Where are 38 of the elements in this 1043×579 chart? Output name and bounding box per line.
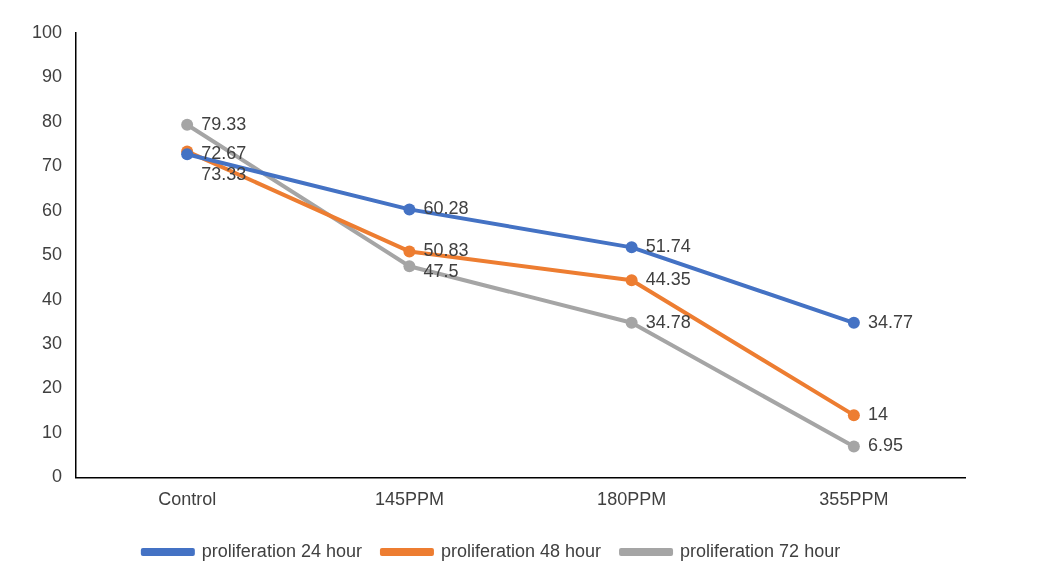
x-tick-label: 355PPM (819, 489, 889, 510)
data-label: 72.67 (201, 143, 247, 164)
point (625, 274, 638, 287)
y-tick-label: 60 (42, 199, 63, 220)
y-tick-label: 20 (42, 377, 63, 398)
y-tick-label: 10 (42, 421, 63, 442)
data-label: 79.33 (201, 113, 247, 134)
data-label: 34.77 (867, 311, 913, 332)
point (403, 203, 416, 216)
x-tick-label: 180PPM (597, 489, 667, 510)
point (847, 440, 860, 453)
point (403, 245, 416, 258)
point (403, 260, 416, 273)
y-tick-label: 50 (42, 244, 63, 265)
data-label: 60.28 (423, 198, 469, 219)
point (625, 316, 638, 329)
y-tick-label: 90 (42, 66, 63, 87)
data-label: 6.95 (867, 435, 903, 456)
y-tick-label: 70 (42, 155, 63, 176)
legend-label: proliferation 24 hour (201, 540, 362, 561)
x-tick-label: Control (158, 489, 217, 510)
data-label: 14 (867, 404, 888, 425)
data-label: 44.35 (645, 269, 691, 290)
point (847, 316, 860, 329)
legend-label: proliferation 72 hour (680, 540, 841, 561)
data-label: 51.74 (645, 236, 691, 257)
point (625, 241, 638, 254)
point (847, 409, 860, 422)
y-tick-label: 100 (31, 21, 63, 42)
y-tick-label: 30 (42, 332, 63, 353)
y-tick-label: 40 (42, 288, 63, 309)
data-label: 34.78 (645, 311, 691, 332)
x-tick-label: 145PPM (374, 489, 444, 510)
legend-label: proliferation 48 hour (440, 540, 602, 561)
y-tick-label: 80 (42, 110, 63, 131)
y-tick-label: 0 (52, 466, 63, 487)
point (181, 118, 194, 131)
data-label: 47.5 (423, 261, 459, 282)
